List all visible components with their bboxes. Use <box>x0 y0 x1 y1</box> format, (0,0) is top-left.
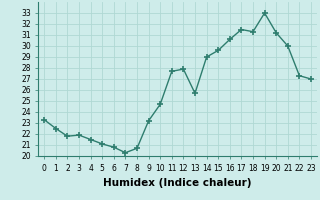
X-axis label: Humidex (Indice chaleur): Humidex (Indice chaleur) <box>103 178 252 188</box>
